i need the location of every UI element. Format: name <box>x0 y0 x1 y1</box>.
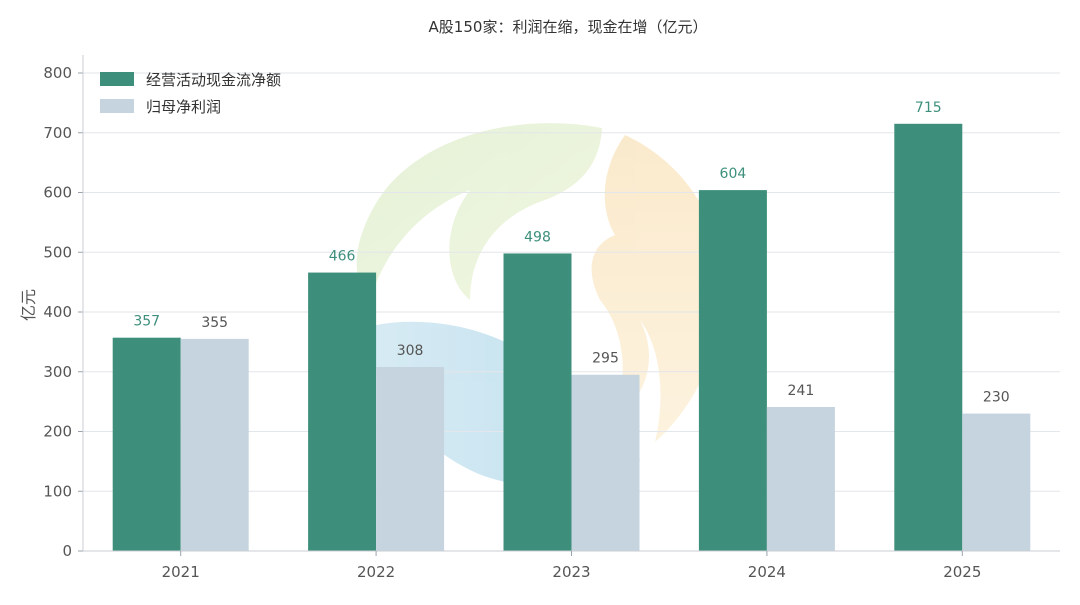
bar-profit-2023 <box>571 374 640 551</box>
bar-cashflow-2023 <box>503 253 572 551</box>
y-tick-label-400: 400 <box>43 303 72 321</box>
value-label-profit-2021: 355 <box>201 315 228 331</box>
y-tick-label-100: 100 <box>43 482 72 500</box>
value-label-profit-2023: 295 <box>592 351 619 367</box>
value-label-cashflow-2025: 715 <box>915 100 942 116</box>
value-labels: 357 355 466 308 498 295 604 241 715 230 <box>133 100 1009 406</box>
bar-profit-2022 <box>376 366 445 551</box>
x-tick-label-2024: 2024 <box>748 563 786 581</box>
bar-profit-2024 <box>766 407 835 551</box>
x-tick-label-2023: 2023 <box>552 563 590 581</box>
bars <box>112 123 1031 552</box>
value-label-cashflow-2021: 357 <box>133 314 160 330</box>
y-tick-label-300: 300 <box>43 363 72 381</box>
legend-swatch-cashflow <box>100 72 134 86</box>
bar-profit-2021 <box>180 338 249 551</box>
legend-label-profit: 归母净利润 <box>146 98 221 116</box>
x-tick-label-2021: 2021 <box>162 563 200 581</box>
value-label-profit-2022: 308 <box>397 343 424 359</box>
watermark-leaf-green <box>356 123 602 301</box>
legend: 经营活动现金流净额 归母净利润 <box>100 71 281 116</box>
watermark-leaf-orange <box>591 135 724 442</box>
x-tick-label-2025: 2025 <box>943 563 981 581</box>
y-tick-label-800: 800 <box>43 64 72 82</box>
value-label-cashflow-2023: 498 <box>524 229 551 245</box>
y-tick-label-500: 500 <box>43 243 72 261</box>
bar-cashflow-2025 <box>894 123 963 551</box>
x-tick-label-2022: 2022 <box>357 563 395 581</box>
axes <box>78 55 1060 556</box>
value-label-profit-2025: 230 <box>983 390 1010 406</box>
tick-labels: 0 100 200 300 400 500 600 700 800 2021 2022 2023 202… <box>43 64 981 581</box>
bar-cashflow-2022 <box>308 272 377 551</box>
bar-cashflow-2024 <box>698 190 767 552</box>
bar-cashflow-2021 <box>112 337 181 551</box>
y-tick-label-0: 0 <box>62 542 72 560</box>
legend-swatch-profit <box>100 99 134 113</box>
bar-profit-2025 <box>962 413 1031 551</box>
value-label-profit-2024: 241 <box>788 383 815 399</box>
chart-title: A股150家：利润在缩，现金在增（亿元） <box>429 18 708 36</box>
value-label-cashflow-2024: 604 <box>720 166 747 182</box>
y-tick-label-200: 200 <box>43 423 72 441</box>
legend-label-cashflow: 经营活动现金流净额 <box>146 71 281 89</box>
y-axis-label: 亿元 <box>19 289 38 321</box>
value-label-cashflow-2022: 466 <box>329 249 356 265</box>
y-tick-label-700: 700 <box>43 124 72 142</box>
y-tick-label-600: 600 <box>43 184 72 202</box>
